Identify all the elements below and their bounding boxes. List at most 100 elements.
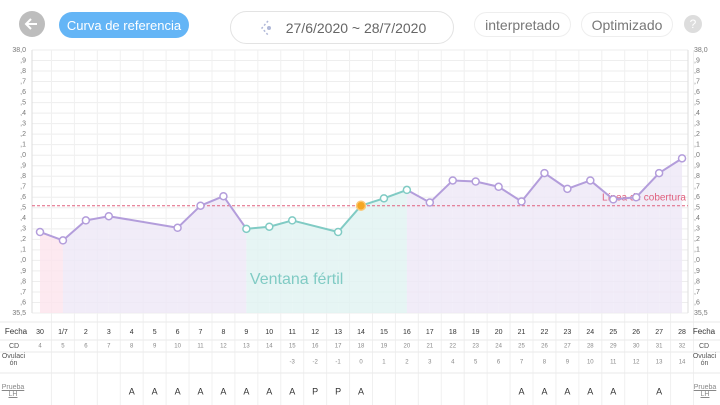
ovulation-point (355, 200, 367, 211)
cd-label: 30 (633, 344, 640, 350)
cd-label: 12 (220, 344, 227, 350)
area-fill (40, 231, 63, 313)
lh-result: A (266, 386, 272, 396)
cd-label: 5 (61, 344, 65, 350)
lh-result: A (541, 386, 547, 396)
date-label: 21 (518, 329, 526, 336)
date-label: 28 (678, 329, 686, 336)
date-label: 25 (609, 329, 617, 336)
date-label: 5 (153, 329, 157, 336)
y-tick-label-right: ,5 (694, 99, 700, 106)
date-label: 7 (199, 329, 203, 336)
date-label: 22 (541, 329, 549, 336)
cd-label: 14 (266, 344, 273, 350)
area-fill (475, 181, 499, 313)
reference-button[interactable]: Curva de referencia (59, 12, 189, 38)
y-tick-label-right: ,9 (694, 57, 700, 64)
y-tick-label: ,6 (20, 89, 26, 96)
cd-label: 11 (197, 344, 204, 350)
calendar-icon (260, 20, 271, 35)
y-tick-label: ,5 (20, 205, 26, 212)
fertile-window-label: Ventana fértil (250, 271, 343, 288)
temperature-line (429, 179, 454, 204)
lh-result: P (335, 386, 341, 396)
y-tick-label-right: ,1 (694, 142, 700, 149)
temperature-line (406, 189, 431, 204)
cd-label: 32 (679, 344, 686, 350)
area-fill (521, 173, 545, 313)
y-tick-label-right: ,9 (694, 268, 700, 275)
cd-label: 24 (495, 344, 502, 350)
area-fill (659, 158, 683, 313)
ovulation-row-label: Ovulación (1, 353, 26, 367)
temperature-point (333, 227, 343, 237)
temperature-line (613, 196, 637, 201)
lh-result: A (358, 386, 364, 396)
temperature-line (360, 197, 385, 207)
y-tick-label-right: ,5 (694, 205, 700, 212)
ovulation-row-label-right: Ovulación (692, 353, 717, 367)
y-tick-label: ,4 (20, 215, 26, 222)
lh-result: A (564, 386, 570, 396)
y-tick-label: ,3 (20, 226, 26, 233)
date-label: 1/7 (58, 329, 68, 336)
temperature-line (39, 231, 64, 242)
temperature-point (81, 216, 91, 225)
area-fill (544, 173, 568, 313)
y-tick-label-right: 38,0 (694, 47, 708, 54)
help-button[interactable]: ? (684, 15, 702, 33)
date-range[interactable]: 27/6/2020 ~ 28/7/2020 (230, 11, 454, 44)
date-label: 16 (403, 329, 411, 336)
lh-result: A (220, 386, 226, 396)
ovulation-day: -1 (335, 360, 341, 366)
cd-label: 9 (153, 344, 157, 350)
date-label: 20 (495, 329, 503, 336)
lh-result: P (312, 386, 318, 396)
y-tick-label: ,4 (20, 110, 26, 117)
date-label: 17 (426, 329, 434, 336)
y-tick-label-right: ,6 (694, 89, 700, 96)
area-fill (85, 216, 109, 313)
temperature-point (265, 222, 274, 231)
area-fill (452, 180, 476, 313)
temperature-point (425, 198, 435, 207)
lh-result: A (610, 386, 616, 396)
temperature-line (383, 188, 408, 200)
area-fill (383, 189, 407, 313)
cd-label: 18 (358, 344, 365, 350)
cd-row-label: CD (8, 343, 20, 350)
area-fill (246, 226, 270, 313)
ovulation-day: 8 (543, 360, 547, 366)
y-tick-label: ,8 (20, 173, 26, 180)
ovulation-day: -2 (312, 360, 318, 366)
y-tick-label-right: ,1 (694, 247, 700, 254)
y-tick-label: ,2 (20, 131, 26, 138)
lh-result: A (175, 386, 181, 396)
date-row-label-right: Fecha (692, 327, 716, 336)
date-label: 24 (586, 329, 594, 336)
optimized-button[interactable]: Optimizado (581, 12, 673, 37)
temperature-point (654, 168, 664, 178)
temperature-line (62, 219, 87, 242)
date-label: 10 (265, 329, 273, 336)
y-tick-label-right: ,3 (694, 120, 700, 127)
ovulation-day: 0 (359, 360, 363, 366)
date-label: 19 (472, 329, 480, 336)
temperature-line (475, 180, 499, 188)
cd-label: 28 (587, 344, 594, 350)
interpreted-button[interactable]: interpretado (474, 12, 571, 37)
temperature-point (35, 227, 45, 237)
back-button[interactable] (19, 11, 45, 37)
cd-label: 20 (404, 344, 411, 350)
temperature-point (540, 168, 549, 178)
temperature-point (471, 177, 480, 186)
date-label: 12 (311, 329, 319, 336)
date-label: 11 (289, 329, 296, 336)
y-tick-label-right: ,2 (694, 236, 700, 243)
date-label: 4 (130, 329, 134, 336)
back-icon (24, 18, 37, 30)
temperature-line (246, 225, 270, 230)
temperature-line (452, 179, 476, 183)
cd-label: 15 (289, 344, 296, 350)
